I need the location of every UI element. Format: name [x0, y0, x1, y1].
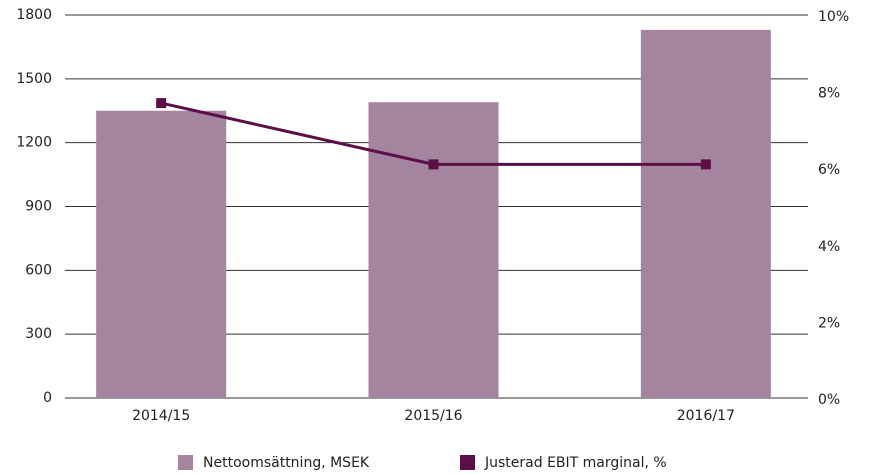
- bar: [640, 29, 771, 399]
- y-tick-label: 600: [25, 262, 52, 278]
- y-tick-label: 300: [25, 326, 52, 342]
- y2-tick-label: 2%: [818, 315, 840, 331]
- legend-swatch: [178, 455, 193, 470]
- y-tick-label: 1200: [16, 135, 52, 151]
- y-tick-label: 1500: [16, 71, 52, 87]
- y2-tick-label: 10%: [818, 9, 849, 25]
- point: [156, 98, 167, 109]
- y2-tick-label: 8%: [818, 86, 840, 102]
- point: [428, 159, 439, 170]
- y-tick-label: 0: [43, 390, 52, 406]
- legend-label: Justerad EBIT marginal, %: [484, 455, 667, 471]
- bar: [96, 110, 227, 398]
- y2-tick-label: 0%: [818, 392, 840, 408]
- x-tick-label: 2016/17: [677, 408, 735, 424]
- x-tick-label: 2014/15: [132, 408, 190, 424]
- y2-tick-label: 4%: [818, 239, 840, 255]
- y-tick-label: 900: [25, 199, 52, 215]
- x-tick-label: 2015/16: [404, 408, 462, 424]
- legend-swatch: [460, 455, 475, 470]
- y2-tick-label: 6%: [818, 162, 840, 178]
- bar: [368, 102, 499, 398]
- point: [700, 159, 711, 170]
- y-tick-label: 1800: [16, 7, 52, 23]
- legend-label: Nettoomsättning, MSEK: [203, 455, 370, 471]
